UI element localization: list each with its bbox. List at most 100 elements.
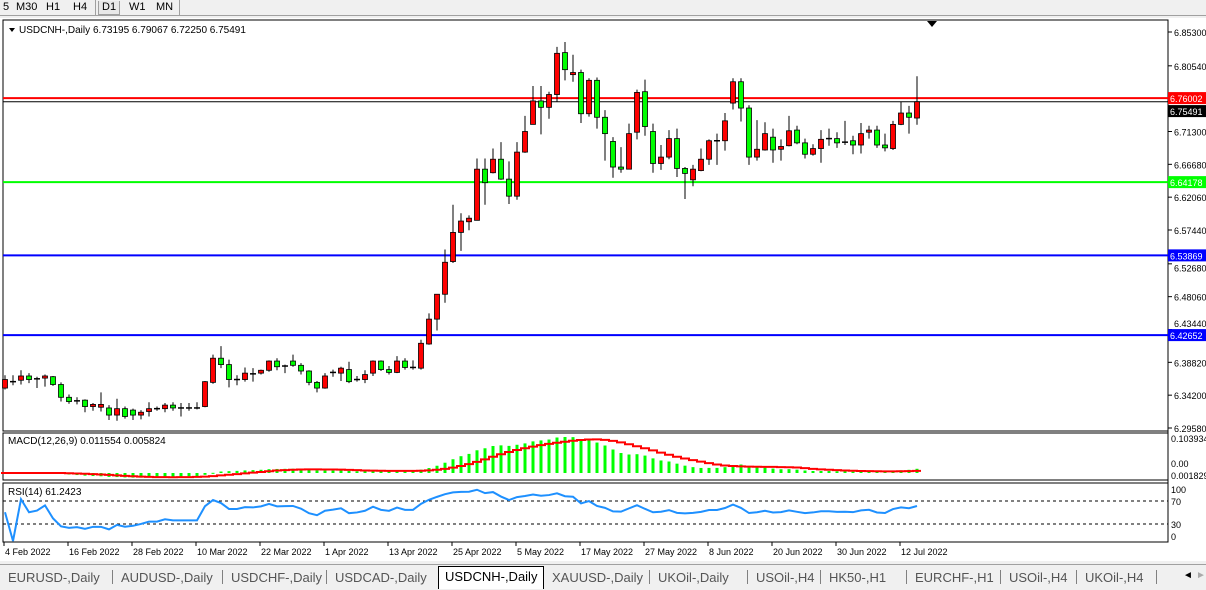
macd-histogram-bar [691, 467, 695, 473]
tab-separator [1076, 570, 1077, 584]
candle-bull [210, 357, 216, 383]
price-tick-label: 6.29580 [1174, 424, 1206, 434]
macd-histogram-bar [587, 440, 591, 473]
macd-histogram-bar [771, 468, 775, 473]
macd-histogram-bar [539, 440, 543, 473]
timeframe-w1[interactable]: W1 [129, 1, 146, 13]
candle-bull [362, 374, 368, 380]
tab-usoil-h4[interactable]: USOil-,H4 [756, 570, 815, 585]
tab-usdcnh-daily[interactable]: USDCNH-,Daily [438, 566, 545, 589]
macd-histogram-bar [699, 467, 703, 473]
macd-histogram-bar [763, 467, 767, 473]
tab-usdcad-daily[interactable]: USDCAD-,Daily [335, 570, 427, 585]
macd-histogram-bar [235, 470, 239, 473]
macd-histogram-bar [323, 470, 327, 473]
tab-hk50-h1[interactable]: HK50-,H1 [829, 570, 887, 585]
macd-histogram-bar [371, 470, 375, 473]
tab-separator [326, 570, 327, 584]
timeframe-m30[interactable]: M30 [16, 1, 38, 13]
tab-xauusd-daily[interactable]: XAUUSD-,Daily [552, 570, 644, 585]
tab-separator [649, 570, 650, 584]
price-line-label-bg [1168, 176, 1206, 189]
macd-histogram-bar [683, 465, 687, 473]
candle-bear [498, 158, 504, 180]
candle-bear [378, 360, 384, 370]
macd-histogram-bar [555, 437, 559, 473]
macd-histogram-bar [619, 453, 623, 473]
candle-bull [426, 318, 432, 345]
candle-bear [226, 364, 232, 380]
candle-bear [578, 72, 584, 115]
macd-histogram-bar [731, 465, 735, 473]
candle-bull [778, 146, 784, 150]
date-tick-label: 22 Mar 2022 [261, 547, 312, 557]
candle-bear [642, 91, 648, 127]
price-line-label-bg [1168, 249, 1206, 262]
timeframe-h4[interactable]: H4 [73, 1, 88, 13]
macd-plot [1, 437, 921, 479]
macd-histogram-bar [595, 442, 599, 473]
chart-shift-marker-icon[interactable] [927, 21, 937, 27]
macd-histogram-bar [347, 470, 351, 473]
candle-bull [554, 52, 560, 95]
tab-usoil-h4[interactable]: USOil-,H4 [1009, 570, 1068, 585]
chart-canvas[interactable]: USDCNH-,Daily 6.73195 6.79067 6.72250 6.… [0, 18, 1206, 561]
macd-histogram-bar [531, 441, 535, 473]
candle-bull [370, 360, 376, 374]
candle-bull [890, 123, 896, 149]
price-tick-label: 6.38820 [1174, 358, 1206, 368]
macd-histogram-bar [227, 471, 231, 473]
horizontal-lines: 6.75491 6.76002 6.64178 6.53869 6.42652 [3, 92, 1206, 342]
macd-histogram-bar [835, 471, 839, 473]
candle-bull [146, 408, 152, 412]
rsi-axis-30: 30 [1171, 520, 1181, 530]
candle-bull [866, 129, 872, 133]
macd-histogram-bar [643, 455, 647, 473]
candle-bear [794, 129, 800, 144]
tab-separator [112, 570, 113, 584]
dropdown-triangle-icon[interactable] [9, 28, 15, 32]
tab-scroll-right-icon[interactable]: ► [1196, 570, 1206, 581]
candle-bear [850, 140, 856, 146]
candle-bull [434, 293, 440, 320]
date-axis: 4 Feb 2022 16 Feb 2022 28 Feb 2022 10 Mar 2… [3, 541, 1168, 557]
candle-bull [898, 112, 904, 125]
candle-bear [874, 129, 880, 146]
candle-bear [346, 369, 352, 383]
candle-bear [298, 364, 304, 372]
ohlc-readout: 6.73195 6.79067 6.72250 6.75491 [93, 25, 246, 36]
macd-histogram-bar [563, 437, 567, 473]
timeframe-d1[interactable]: D1 [98, 1, 121, 15]
tab-usdchf-daily[interactable]: USDCHF-,Daily [231, 570, 322, 585]
timeframe-mn[interactable]: MN [156, 1, 174, 13]
price-tick-label: 6.66680 [1174, 160, 1206, 170]
timeframe-m5[interactable]: 5 [3, 1, 10, 13]
tab-scroll-left-icon[interactable]: ◄ [1183, 570, 1193, 581]
macd-histogram-bar [139, 473, 143, 478]
macd-histogram-bar [819, 471, 823, 473]
timeframe-h1[interactable]: H1 [46, 1, 61, 13]
candle-bull [722, 120, 728, 142]
tab-eurchf-h1[interactable]: EURCHF-,H1 [915, 570, 994, 585]
rsi-panel-frame [2, 482, 1169, 543]
macd-histogram-bar [755, 467, 759, 473]
macd-histogram-bar [163, 473, 167, 477]
tab-eurusd-daily[interactable]: EURUSD-,Daily [8, 570, 100, 585]
date-tick-label: 30 Jun 2022 [837, 547, 887, 557]
price-tick-label: 6.43440 [1174, 319, 1206, 329]
tab-ukoil-h4[interactable]: UKOil-,H4 [1085, 570, 1144, 585]
macd-histogram-bar [499, 445, 503, 473]
candle-bull [634, 92, 640, 133]
tab-ukoil-daily[interactable]: UKOil-,Daily [658, 570, 729, 585]
candle-bear [746, 107, 752, 158]
price-line-label: 6.75491 [1170, 107, 1203, 117]
tab-separator [1000, 570, 1001, 584]
price-tick-label: 6.48060 [1174, 293, 1206, 303]
tab-audusd-daily[interactable]: AUDUSD-,Daily [121, 570, 213, 585]
candle-bull [514, 151, 520, 197]
candle-bull [18, 375, 24, 381]
chart-window[interactable]: USDCNH-,Daily 6.73195 6.79067 6.72250 6.… [0, 18, 1206, 561]
macd-histogram-bar [155, 473, 159, 478]
candle-bull [338, 367, 344, 374]
tab-separator [1156, 570, 1157, 584]
